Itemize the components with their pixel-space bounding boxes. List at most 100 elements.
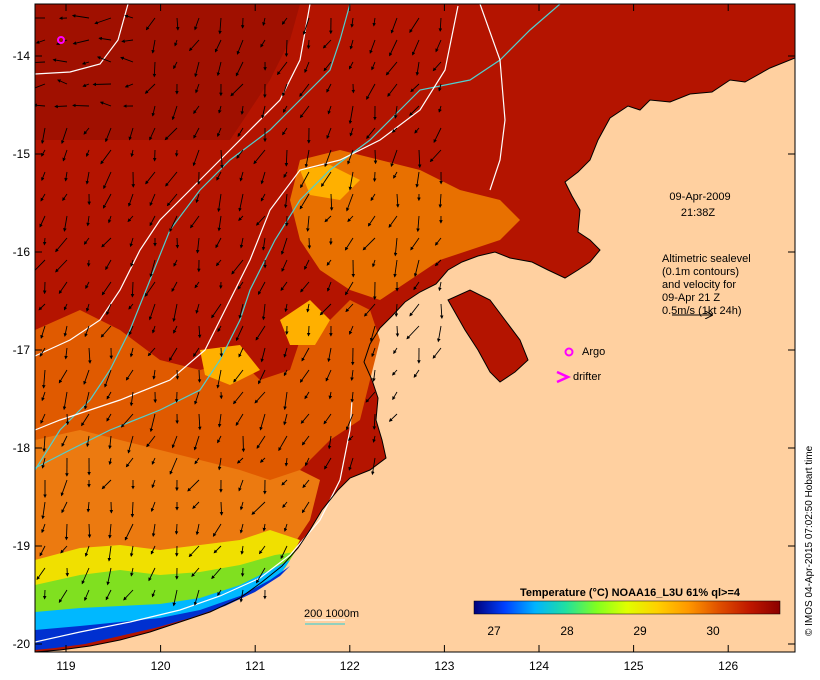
- velocity-arrow: [409, 303, 420, 317]
- velocity-arrow: [62, 149, 68, 162]
- velocity-arrow: [85, 171, 90, 185]
- y-tick-label: -19: [13, 539, 31, 553]
- velocity-arrow: [129, 237, 134, 248]
- velocity-arrow: [240, 545, 244, 555]
- velocity-arrow: [393, 105, 398, 119]
- velocity-arrow: [120, 56, 134, 63]
- velocity-arrow: [41, 391, 46, 402]
- velocity-arrow: [96, 56, 112, 63]
- velocity-arrow: [300, 413, 310, 424]
- velocity-arrow: [151, 105, 156, 117]
- velocity-arrow: [284, 457, 289, 467]
- velocity-arrow: [255, 215, 266, 226]
- velocity-arrow: [219, 347, 224, 358]
- velocity-arrow: [390, 149, 398, 168]
- velocity-arrow: [319, 303, 332, 316]
- velocity-arrow: [257, 281, 266, 295]
- velocity-arrow: [282, 105, 288, 113]
- velocity-arrow: [348, 105, 354, 125]
- velocity-arrow: [128, 325, 134, 336]
- velocity-arrow: [128, 127, 134, 141]
- velocity-arrow: [260, 39, 266, 48]
- velocity-arrow: [412, 39, 420, 56]
- velocity-arrow: [81, 413, 90, 427]
- velocity-arrow: [235, 413, 244, 426]
- velocity-arrow: [83, 127, 90, 135]
- velocity-arrow: [254, 391, 266, 404]
- velocity-arrow: [85, 281, 90, 289]
- velocity-arrow: [390, 17, 398, 34]
- velocity-arrow: [35, 83, 46, 89]
- platform-legend: Argo drifter: [556, 346, 605, 384]
- velocity-arrow: [240, 105, 245, 115]
- velocity-arrow: [388, 215, 398, 228]
- velocity-arrow: [429, 149, 442, 163]
- velocity-arrow: [194, 457, 200, 465]
- velocity-arrow: [40, 413, 46, 424]
- velocity-arrow: [83, 391, 90, 410]
- credit-text: © IMOS 04-Apr-2015 07:02:50 Hobart time: [804, 445, 815, 636]
- velocity-arrow: [35, 39, 46, 44]
- isobath-200m-inner: [35, 4, 561, 469]
- velocity-arrow: [350, 17, 354, 28]
- velocity-arrow: [239, 589, 244, 603]
- velocity-arrow: [304, 61, 310, 74]
- velocity-arrow: [307, 237, 312, 249]
- velocity-arrow: [40, 325, 46, 339]
- velocity-arrow: [94, 17, 112, 25]
- velocity-arrow: [42, 369, 46, 389]
- velocity-arrow: [197, 325, 202, 339]
- x-tick-label: 121: [245, 659, 265, 673]
- velocity-arrow: [150, 545, 156, 555]
- velocity-arrow: [216, 61, 222, 77]
- velocity-arrow: [214, 39, 222, 53]
- velocity-arrow: [149, 193, 156, 207]
- velocity-arrow: [173, 325, 178, 334]
- velocity-arrow: [391, 369, 398, 376]
- velocity-arrow: [128, 193, 134, 207]
- velocity-arrow: [58, 281, 68, 295]
- velocity-arrow: [41, 457, 46, 469]
- velocity-arrow: [195, 303, 200, 314]
- velocity-arrow: [84, 589, 90, 602]
- velocity-arrow: [148, 303, 156, 321]
- velocity-arrow: [328, 391, 333, 400]
- y-tick-label: -16: [13, 245, 31, 259]
- velocity-arrow: [100, 149, 112, 165]
- x-tick-label: 126: [718, 659, 738, 673]
- velocity-arrow: [301, 347, 310, 362]
- velocity-arrow: [323, 413, 332, 425]
- x-tick-label: 124: [529, 659, 549, 673]
- velocity-arrow: [306, 303, 310, 313]
- velocity-arrow: [258, 369, 266, 385]
- velocity-arrow: [61, 127, 68, 145]
- velocity-arrow: [120, 413, 134, 428]
- velocity-arrow: [169, 215, 178, 233]
- velocity-arrow: [284, 39, 289, 57]
- velocity-arrow: [394, 303, 399, 317]
- velocity-arrow: [240, 567, 245, 577]
- velocity-arrow: [130, 259, 134, 267]
- velocity-arrow: [327, 435, 332, 450]
- velocity-arrow: [188, 545, 200, 558]
- velocity-arrow: [326, 281, 332, 292]
- velocity-arrow: [166, 193, 178, 207]
- velocity-arrow: [299, 193, 310, 210]
- velocity-arrow: [414, 127, 420, 134]
- velocity-arrow: [71, 14, 90, 19]
- velocity-arrow: [344, 237, 354, 251]
- altimetry-line-1: Altimetric sealevel: [662, 253, 751, 265]
- velocity-arrow: [366, 127, 376, 140]
- velocity-arrow: [169, 457, 178, 475]
- velocity-arrow: [101, 237, 112, 248]
- velocity-arrow: [345, 303, 354, 313]
- velocity-arrow: [123, 589, 134, 601]
- velocity-arrow: [280, 237, 288, 255]
- velocity-arrow: [104, 369, 112, 388]
- velocity-arrow: [438, 17, 443, 32]
- argo-float-marker-icon: [57, 36, 65, 44]
- velocity-arrow: [235, 325, 244, 342]
- isobath-1000m: [35, 4, 129, 75]
- velocity-arrow: [129, 391, 134, 407]
- velocity-arrow: [130, 567, 134, 577]
